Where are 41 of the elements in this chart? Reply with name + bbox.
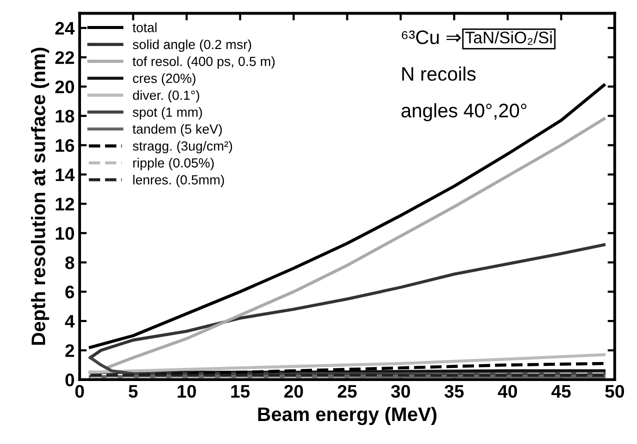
y-tick-label: 20 <box>55 80 74 94</box>
x-tick-label: 0 <box>75 384 84 398</box>
annotation: ⁶³Cu ⇒ <box>402 30 461 44</box>
legend-label: tof resol. (400 ps, 0.5 m) <box>132 56 275 69</box>
legend-label: stragg. (3ug/cm²) <box>132 140 232 154</box>
y-tick-label: 0 <box>65 374 74 386</box>
line-series <box>88 243 606 360</box>
x-tick-label: 15 <box>231 385 250 398</box>
legend-label: ripple (0.05%) <box>133 158 214 170</box>
x-tick-label: 45 <box>551 385 571 398</box>
y-tick-label: 24 <box>55 22 75 35</box>
legend-label: cres (20%) <box>132 73 196 86</box>
legend-label: solid angle (0.2 msr) <box>132 39 252 52</box>
y-tick-label: 18 <box>56 110 74 123</box>
y-tick-label: 8 <box>65 256 74 270</box>
annotation: N recoils <box>402 66 476 81</box>
annotation: angles 40°,20° <box>402 103 526 122</box>
y-tick-label: 14 <box>56 168 75 182</box>
legend-label: tandem (5 keV) <box>132 124 222 136</box>
y-axis-title: Depth resolution at surface (nm) <box>31 48 50 345</box>
legend-label: total <box>132 22 156 32</box>
legend-label: spot (1 mm) <box>132 107 202 120</box>
y-tick-label: 4 <box>64 315 75 328</box>
x-tick-label: 50 <box>605 384 624 398</box>
x-tick-label: 35 <box>444 384 464 398</box>
legend-label: diver. (0.1°) <box>132 90 200 103</box>
legend-label: lenres. (0.5mm) <box>133 174 224 188</box>
x-tick-label: 5 <box>128 385 138 398</box>
y-tick-label: 16 <box>56 139 74 152</box>
x-tick-label: 30 <box>391 384 410 398</box>
y-tick-label: 6 <box>65 286 74 298</box>
x-tick-label: 20 <box>284 384 303 398</box>
x-axis-title: Beam energy (MeV) <box>258 406 436 426</box>
x-tick-label: 25 <box>338 384 357 398</box>
y-tick-label: 22 <box>55 51 74 64</box>
y-tick-label: 12 <box>56 198 74 210</box>
y-tick-label: 2 <box>65 344 74 357</box>
y-tick-label: 10 <box>56 227 74 240</box>
x-tick-label: 10 <box>178 384 196 398</box>
annotation: TaN/SiO₂/Si <box>465 31 552 45</box>
x-tick-label: 40 <box>498 384 517 398</box>
